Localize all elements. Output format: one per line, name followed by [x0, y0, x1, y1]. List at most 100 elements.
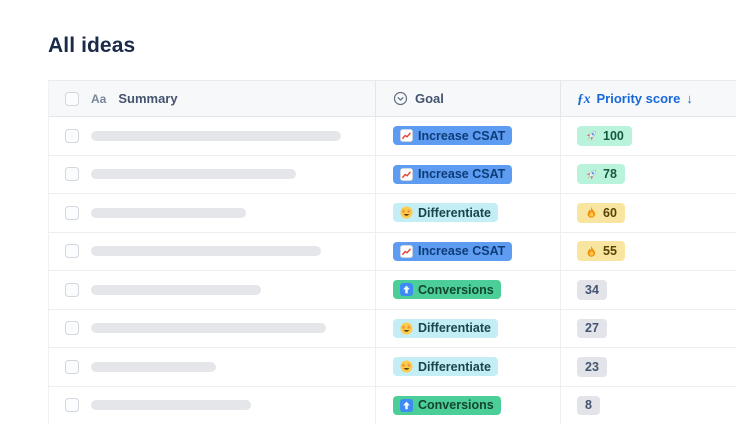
svg-text:★: ★: [407, 325, 412, 331]
summary-placeholder: [91, 207, 246, 218]
star-struck-icon: ★ ★: [400, 360, 413, 373]
goal-cell[interactable]: Increase CSAT: [376, 117, 561, 156]
svg-text:★: ★: [401, 209, 406, 215]
sort-descending-icon[interactable]: ↓: [686, 91, 693, 106]
goal-badge[interactable]: ★ ★ Differentiate: [393, 203, 498, 223]
goal-cell[interactable]: Increase CSAT: [376, 155, 561, 194]
summary-placeholder: [91, 400, 251, 411]
goal-label: Differentiate: [418, 321, 491, 335]
goal-cell[interactable]: Conversions: [376, 271, 561, 310]
summary-placeholder: [91, 361, 216, 372]
goal-badge[interactable]: Increase CSAT: [393, 164, 513, 184]
table-row[interactable]: ★ ★ Differentiate 23: [49, 348, 736, 387]
goal-column-label: Goal: [415, 91, 444, 106]
summary-cell[interactable]: [49, 117, 376, 156]
priority-score-badge: 60: [577, 202, 625, 223]
priority-score-value: 23: [585, 359, 599, 374]
priority-column-label: Priority score: [596, 91, 681, 106]
summary-cell[interactable]: [49, 155, 376, 194]
fire-icon: [585, 206, 598, 219]
summary-cell[interactable]: [49, 271, 376, 310]
fire-icon: [585, 245, 598, 258]
priority-score-value: 78: [603, 167, 617, 181]
summary-cell[interactable]: [49, 194, 376, 233]
arrow-up-box-icon: [400, 283, 413, 297]
priority-score-value: 100: [603, 128, 624, 143]
row-checkbox[interactable]: [65, 205, 79, 220]
priority-score-badge: 100: [577, 125, 632, 146]
ideas-table: Aa Summary Goal ƒx Priority score ↓ Incr…: [48, 80, 736, 424]
table-body: Increase CSAT 100 Increase CSAT 78: [49, 117, 736, 424]
summary-placeholder: [91, 323, 326, 334]
goal-column-header[interactable]: Goal: [376, 81, 561, 117]
table-row[interactable]: Increase CSAT 100: [49, 117, 736, 156]
summary-cell[interactable]: [49, 386, 376, 424]
row-checkbox[interactable]: [65, 244, 79, 259]
row-checkbox[interactable]: [65, 321, 79, 336]
priority-column-header[interactable]: ƒx Priority score ↓: [561, 81, 736, 117]
summary-column-header[interactable]: Aa Summary: [49, 81, 376, 117]
goal-cell[interactable]: ★ ★ Differentiate: [376, 309, 561, 348]
summary-placeholder: [91, 169, 296, 180]
row-checkbox[interactable]: [65, 359, 79, 374]
row-checkbox[interactable]: [65, 282, 79, 297]
priority-score-value: 27: [585, 321, 599, 335]
rocket-icon: [585, 168, 598, 181]
priority-score-badge: 23: [577, 357, 607, 377]
goal-cell[interactable]: Conversions: [376, 386, 561, 424]
goal-badge[interactable]: ★ ★ Differentiate: [393, 318, 498, 338]
priority-score-badge: 34: [577, 280, 607, 300]
priority-score-badge: 27: [577, 318, 607, 338]
priority-score-badge: 78: [577, 164, 625, 185]
priority-score-value: 60: [603, 205, 617, 220]
goal-badge[interactable]: Conversions: [393, 280, 501, 300]
priority-cell[interactable]: 100: [561, 117, 736, 156]
goal-label: Conversions: [418, 398, 494, 412]
goal-badge[interactable]: ★ ★ Differentiate: [393, 357, 498, 377]
svg-text:★: ★: [401, 363, 406, 369]
summary-placeholder: [91, 284, 261, 295]
priority-cell[interactable]: 27: [561, 309, 736, 348]
priority-cell[interactable]: 60: [561, 194, 736, 233]
priority-score-badge: 55: [577, 241, 625, 262]
page-title: All ideas: [48, 34, 136, 57]
goal-label: Increase CSAT: [418, 128, 506, 143]
table-row[interactable]: Increase CSAT 55: [49, 232, 736, 271]
chart-up-icon: [400, 167, 413, 181]
table-row[interactable]: Conversions 34: [49, 271, 736, 310]
select-all-checkbox[interactable]: [65, 91, 79, 106]
row-checkbox[interactable]: [65, 128, 79, 143]
goal-badge[interactable]: Increase CSAT: [393, 241, 513, 261]
row-checkbox[interactable]: [65, 167, 79, 182]
priority-cell[interactable]: 55: [561, 232, 736, 271]
priority-cell[interactable]: 34: [561, 271, 736, 310]
chart-up-icon: [400, 244, 413, 258]
goal-badge[interactable]: Increase CSAT: [393, 126, 513, 146]
summary-cell[interactable]: [49, 348, 376, 387]
summary-column-label: Summary: [118, 91, 178, 106]
summary-cell[interactable]: [49, 309, 376, 348]
table-row[interactable]: ★ ★ Differentiate 27: [49, 309, 736, 348]
priority-cell[interactable]: 78: [561, 155, 736, 194]
goal-cell[interactable]: ★ ★ Differentiate: [376, 194, 561, 233]
goal-label: Increase CSAT: [418, 244, 506, 258]
chart-up-icon: [400, 129, 413, 143]
svg-text:★: ★: [401, 325, 406, 331]
table-row[interactable]: ★ ★ Differentiate 60: [49, 194, 736, 233]
goal-label: Differentiate: [418, 205, 491, 220]
goal-cell[interactable]: ★ ★ Differentiate: [376, 348, 561, 387]
goal-label: Conversions: [418, 282, 494, 297]
summary-cell[interactable]: [49, 232, 376, 271]
text-field-icon: Aa: [91, 91, 107, 106]
table-row[interactable]: Increase CSAT 78: [49, 155, 736, 194]
goal-label: Increase CSAT: [418, 167, 506, 181]
priority-cell[interactable]: 8: [561, 386, 736, 424]
rocket-icon: [585, 129, 598, 142]
star-struck-icon: ★ ★: [400, 322, 413, 335]
goal-cell[interactable]: Increase CSAT: [376, 232, 561, 271]
goal-badge[interactable]: Conversions: [393, 395, 501, 415]
row-checkbox[interactable]: [65, 398, 79, 413]
priority-cell[interactable]: 23: [561, 348, 736, 387]
priority-score-badge: 8: [577, 395, 600, 415]
table-row[interactable]: Conversions 8: [49, 386, 736, 424]
